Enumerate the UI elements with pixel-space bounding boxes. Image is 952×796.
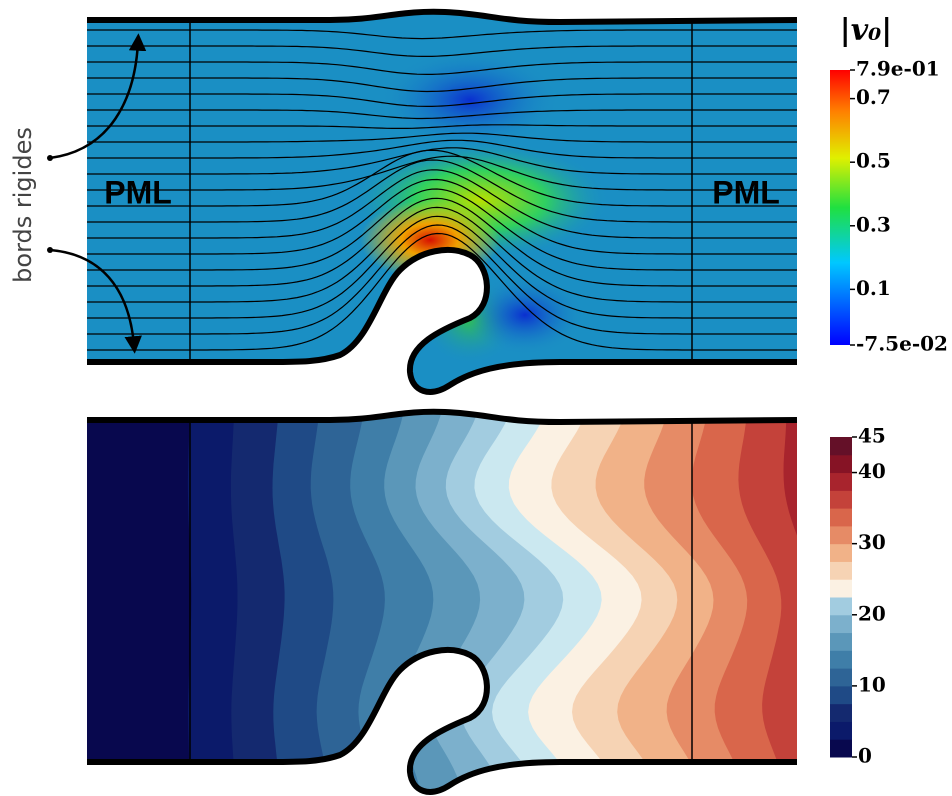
colorbar-step: [830, 525, 852, 545]
streamline: [87, 77, 797, 93]
tick-label: 45: [858, 424, 886, 448]
streamline: [87, 124, 797, 129]
colorbar-step: [830, 721, 852, 740]
streamline: [87, 159, 797, 223]
streamline: [87, 188, 797, 271]
colorbar-step: [830, 579, 852, 598]
colorbar-step: [830, 437, 852, 456]
streamline: [87, 224, 797, 335]
streamline: [87, 215, 797, 319]
wall: [87, 247, 797, 395]
tick-label: 0.3: [856, 212, 891, 236]
colorbar-step: [830, 543, 852, 562]
tick-label: 0.7: [856, 85, 891, 109]
tick-label: -7.5e-02: [856, 332, 948, 356]
colorbar-step: [830, 508, 852, 527]
colorbar-step: [830, 632, 852, 651]
tick-label: 7.9e-01: [856, 57, 940, 81]
arrow: [49, 248, 142, 354]
tick-label: 10: [858, 672, 886, 696]
band: [738, 411, 797, 792]
wall: [87, 8, 798, 26]
tick-label: 0: [858, 744, 872, 768]
velocity-field: [87, 11, 797, 392]
streamline: [87, 139, 797, 159]
streamline: [87, 232, 797, 351]
tick-label: 20: [858, 601, 886, 625]
colorbar-step: [830, 561, 852, 580]
wall: [87, 647, 797, 795]
colorbar-step: [830, 703, 852, 722]
colorbar-step: [830, 650, 852, 669]
streamline: [87, 169, 797, 239]
colorbar-step: [830, 668, 852, 687]
streamline: [87, 93, 797, 107]
streamline: [87, 132, 797, 143]
colorbar-step: [830, 454, 852, 474]
streamline: [87, 149, 797, 207]
streamline: [87, 206, 797, 303]
phase-field: [87, 411, 797, 792]
tick-label: 30: [858, 530, 886, 554]
streamline: [87, 29, 797, 40]
colorbar: [830, 70, 850, 345]
tick-label: 40: [858, 459, 886, 483]
colorbar-step: [830, 597, 852, 616]
colorbar-step: [830, 685, 852, 705]
colorbar-step: [830, 472, 852, 491]
streamline: [87, 178, 797, 255]
colorbar-step: [830, 490, 852, 509]
wall-label: bords rigides: [9, 127, 37, 283]
streamline: [87, 197, 797, 287]
tick-label: 0.1: [856, 276, 891, 300]
arrow-tail: [47, 155, 53, 161]
streamline: [87, 155, 797, 191]
streamline: [87, 147, 797, 175]
colorbar-step: [830, 614, 852, 634]
tick-label: 0.5: [856, 149, 891, 173]
pml-label: PML: [104, 174, 172, 210]
streamline: [87, 61, 797, 75]
streamline: [87, 109, 797, 120]
arrow-tail: [47, 247, 53, 253]
streamline: [87, 45, 797, 57]
wall: [87, 408, 798, 426]
colorbar-step: [830, 739, 852, 758]
pml-label: PML: [712, 174, 780, 210]
arrow: [49, 33, 147, 160]
colorbar-title: |v₀|: [840, 13, 892, 48]
